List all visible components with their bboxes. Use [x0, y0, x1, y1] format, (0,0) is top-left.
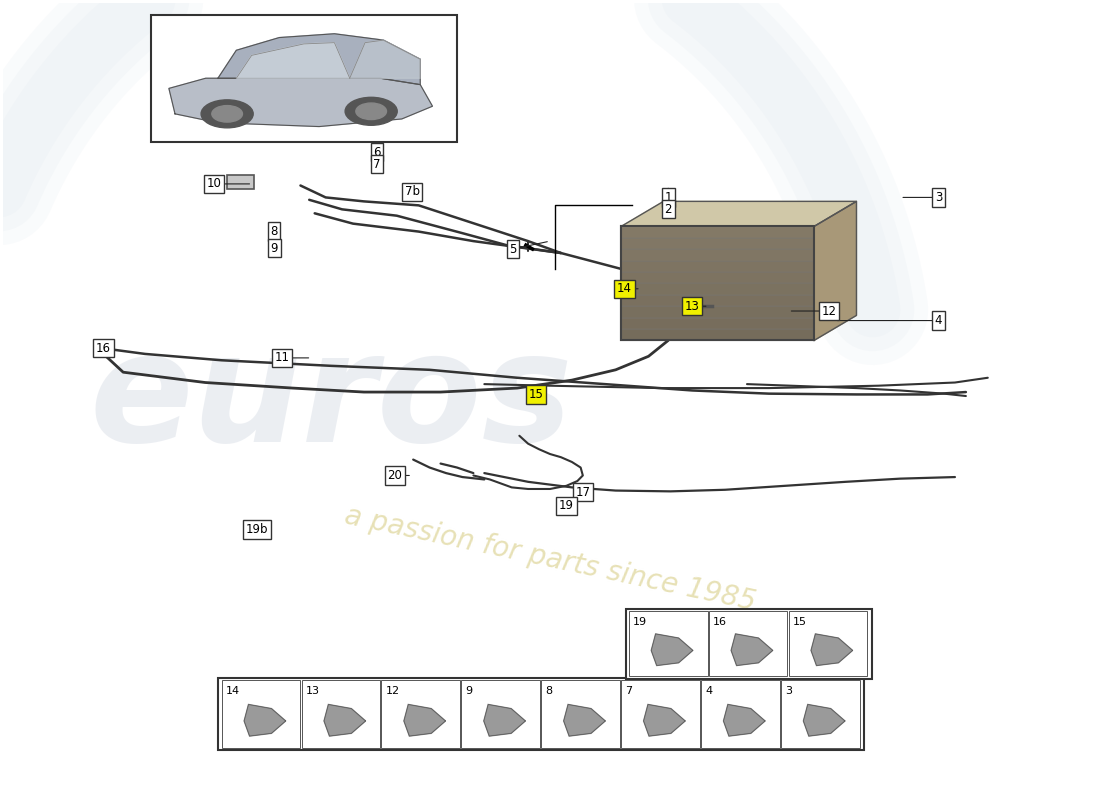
Text: euros: euros: [89, 326, 573, 474]
Text: 3: 3: [935, 191, 943, 204]
Text: 13: 13: [306, 686, 320, 696]
Bar: [227, 175, 254, 190]
Bar: [461, 681, 540, 748]
Text: 13: 13: [685, 300, 700, 313]
Text: 7: 7: [626, 686, 632, 696]
Ellipse shape: [201, 100, 253, 128]
Bar: [301, 681, 381, 748]
Polygon shape: [651, 634, 693, 666]
Polygon shape: [484, 705, 526, 736]
Text: 16: 16: [96, 342, 111, 355]
Text: 16: 16: [713, 617, 727, 627]
Text: 4: 4: [705, 686, 713, 696]
Bar: [621, 295, 814, 306]
Text: a passion for parts since 1985: a passion for parts since 1985: [342, 502, 758, 616]
Bar: [781, 681, 860, 748]
Bar: [708, 611, 788, 677]
Polygon shape: [218, 34, 420, 85]
Bar: [219, 678, 865, 750]
Text: 10: 10: [207, 178, 221, 190]
Bar: [222, 681, 300, 748]
Text: 5: 5: [509, 242, 517, 255]
Polygon shape: [404, 705, 446, 736]
Polygon shape: [621, 202, 857, 226]
Text: 4: 4: [935, 314, 943, 327]
Polygon shape: [169, 78, 432, 126]
Ellipse shape: [355, 103, 386, 119]
Bar: [626, 609, 872, 679]
Polygon shape: [732, 634, 772, 666]
Text: 20: 20: [387, 469, 402, 482]
Ellipse shape: [212, 106, 242, 122]
Bar: [621, 283, 814, 295]
Polygon shape: [324, 705, 365, 736]
Bar: [629, 611, 707, 677]
Bar: [151, 14, 456, 142]
Text: 12: 12: [822, 305, 837, 318]
Bar: [621, 238, 814, 250]
Bar: [621, 250, 814, 261]
Bar: [541, 681, 620, 748]
Bar: [621, 681, 700, 748]
Bar: [621, 329, 814, 341]
Bar: [789, 611, 868, 677]
Polygon shape: [724, 705, 766, 736]
Text: 3: 3: [785, 686, 792, 696]
Polygon shape: [563, 705, 605, 736]
Bar: [621, 318, 814, 329]
Bar: [621, 272, 814, 283]
Text: 12: 12: [386, 686, 400, 696]
Bar: [701, 681, 780, 748]
Bar: [382, 681, 460, 748]
Text: 19: 19: [559, 499, 574, 512]
Bar: [621, 261, 814, 272]
Polygon shape: [236, 42, 350, 78]
Ellipse shape: [345, 98, 397, 126]
Text: 11: 11: [274, 351, 289, 364]
Text: 14: 14: [617, 282, 631, 295]
Bar: [621, 226, 814, 341]
Text: 9: 9: [271, 242, 278, 254]
Polygon shape: [811, 634, 852, 666]
Bar: [621, 226, 814, 341]
Text: 7b: 7b: [405, 186, 419, 198]
Polygon shape: [644, 705, 685, 736]
Polygon shape: [803, 705, 845, 736]
Polygon shape: [814, 202, 857, 341]
Polygon shape: [350, 40, 420, 78]
Text: 19: 19: [634, 617, 647, 627]
Text: 2: 2: [664, 203, 672, 216]
Text: 9: 9: [465, 686, 473, 696]
Polygon shape: [244, 705, 286, 736]
Text: 7: 7: [373, 158, 381, 170]
Text: 8: 8: [271, 225, 278, 238]
Text: 1: 1: [664, 191, 672, 204]
Bar: [621, 226, 814, 238]
Text: 15: 15: [528, 388, 543, 401]
Text: 19b: 19b: [245, 523, 268, 536]
Text: 8: 8: [546, 686, 552, 696]
Bar: [621, 306, 814, 318]
Text: 15: 15: [793, 617, 807, 627]
Text: 6: 6: [373, 146, 381, 158]
Text: 17: 17: [575, 486, 591, 498]
Text: 14: 14: [226, 686, 240, 696]
